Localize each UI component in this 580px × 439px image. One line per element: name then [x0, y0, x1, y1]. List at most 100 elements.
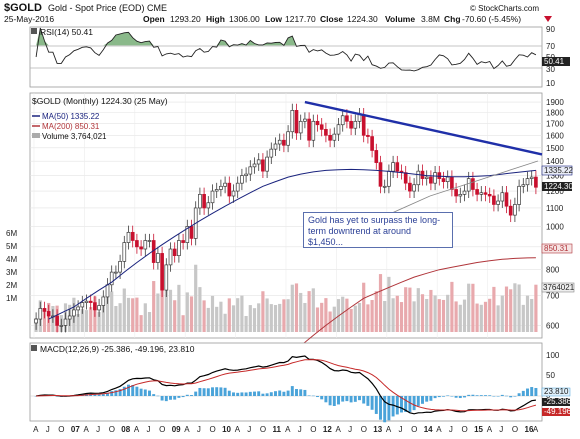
ma200-line — [287, 257, 536, 362]
macd-histogram-bar — [236, 392, 240, 396]
volume-bar — [231, 305, 236, 332]
price-tick: 1800 — [546, 109, 564, 118]
candle-body — [80, 302, 85, 308]
macd-tick: 100 — [546, 351, 560, 360]
volume-bar — [164, 278, 168, 332]
candle-body — [479, 192, 484, 195]
ma50-badge — [541, 165, 573, 176]
x-tick: 13 — [373, 425, 382, 434]
candle-body — [487, 193, 492, 197]
high-label: High — [206, 14, 225, 24]
signal-badge-text: -49.196 — [544, 407, 572, 416]
candle-body — [500, 192, 505, 202]
volume-bar — [110, 291, 114, 332]
candle-body — [412, 184, 416, 192]
macd-histogram-bar — [458, 396, 462, 399]
volume-legend-swatch — [32, 133, 40, 138]
macd-histogram-bar — [437, 396, 441, 398]
macd-histogram-bar — [169, 396, 172, 400]
candle-body — [324, 129, 328, 136]
macd-histogram-bar — [244, 392, 248, 396]
macd-histogram-bar — [366, 396, 370, 406]
macd-histogram-bar — [530, 387, 534, 396]
x-tick: J — [247, 425, 251, 434]
x-tick: O — [411, 425, 417, 434]
x-tick: A — [285, 425, 291, 434]
macd-histogram-bar — [160, 396, 164, 401]
candle-body — [231, 190, 236, 197]
price-tick: 1200 — [546, 187, 564, 196]
candle-body — [55, 315, 59, 326]
macd-histogram-bar — [471, 394, 475, 396]
candle-body — [345, 115, 349, 122]
candle-body — [219, 185, 223, 190]
candle-body — [76, 306, 80, 311]
volume-bar — [97, 312, 101, 332]
macd-histogram-bar — [127, 384, 130, 396]
candle-body — [483, 192, 488, 195]
volume-bar — [446, 294, 450, 332]
volume-label: Volume — [385, 14, 415, 24]
macd-histogram-bar — [404, 396, 408, 413]
candle-body — [181, 240, 185, 243]
volume-bar — [84, 310, 89, 332]
open-label: Open — [143, 14, 165, 24]
volume-badge — [541, 282, 575, 293]
volume-bar — [504, 286, 509, 332]
macd-histogram-bar — [122, 386, 126, 396]
candle-body — [391, 162, 395, 172]
macd-histogram-bar — [148, 390, 151, 396]
x-tick: J — [399, 425, 403, 434]
macd-badge — [542, 398, 570, 406]
volume-bar — [294, 283, 299, 332]
macd-histogram-bar — [110, 391, 114, 396]
candle-body — [294, 110, 299, 134]
x-tick: O — [310, 425, 316, 434]
candle-body — [496, 200, 500, 205]
close-badge — [542, 182, 572, 191]
volume-bars — [34, 264, 538, 332]
volume-tick: 6M — [6, 229, 17, 238]
volume-bar — [362, 282, 366, 332]
x-tick: 09 — [172, 425, 181, 434]
macd-histogram-bar — [316, 396, 319, 398]
high-value: 1306.00 — [229, 14, 260, 24]
candle-body — [303, 118, 307, 122]
x-tick: A — [235, 425, 241, 434]
candle-body — [328, 134, 332, 141]
rsi-series — [35, 27, 537, 72]
x-tick: J — [298, 425, 302, 434]
instrument-name: Gold - Spot Price (EOD) CME — [48, 3, 167, 13]
candle-body — [160, 253, 164, 291]
macd-histogram-bar — [395, 396, 399, 415]
volume-bar — [147, 312, 152, 332]
candle-body — [450, 176, 454, 190]
macd-histogram-bar — [152, 394, 156, 396]
x-tick: A — [33, 425, 39, 434]
macd-histogram-bar — [534, 387, 538, 396]
x-tick: J — [147, 425, 151, 434]
volume-bar — [513, 283, 517, 332]
candle-body — [101, 296, 106, 306]
volume-bar — [252, 308, 257, 332]
candle-body — [361, 114, 366, 136]
close-badge-text: 1224.30 — [544, 182, 573, 191]
annotation-box: Gold has yet to surpass the long-term do… — [303, 212, 453, 248]
candle-body — [147, 240, 152, 242]
volume-bar — [181, 315, 185, 332]
candle-body — [492, 195, 496, 205]
rsi-legend-swatch — [31, 28, 37, 34]
volume-bar — [378, 274, 383, 332]
candle-body — [332, 133, 337, 141]
chg-label: Chg — [444, 14, 461, 24]
volume-tick: 5M — [6, 242, 17, 251]
volume-bar — [80, 309, 84, 332]
candle-body — [475, 189, 479, 195]
volume-tick: 4M — [6, 255, 17, 264]
x-tick: 10 — [222, 425, 231, 434]
downtrend-line — [304, 100, 543, 156]
price-tick: 1900 — [546, 98, 564, 107]
macd-histogram-bar — [509, 396, 513, 398]
volume-bar — [299, 292, 303, 332]
volume-bar — [282, 299, 286, 332]
